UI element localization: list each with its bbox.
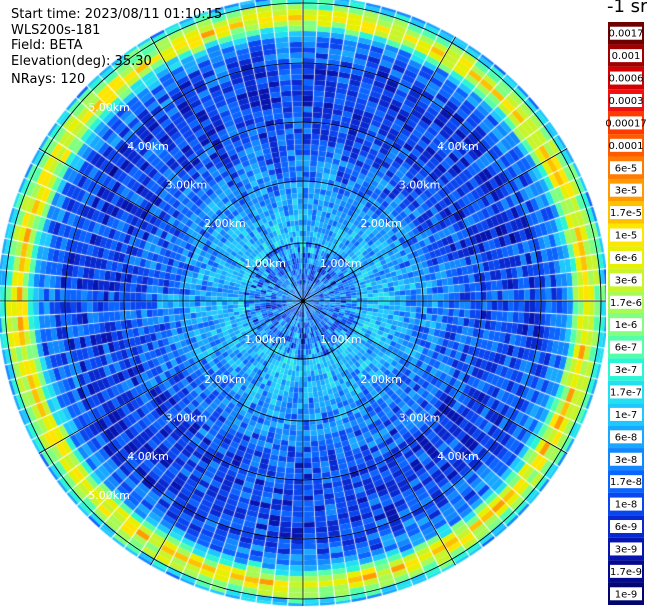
colorbar-label-bg (610, 138, 642, 152)
colorbar-label-bg (610, 587, 642, 601)
ring-label: 2.00km (360, 217, 402, 230)
colorbar-label-bg (610, 49, 642, 63)
colorbar-tick-label: 1.7e-9 (610, 567, 642, 578)
colorbar-label-bg (610, 363, 642, 377)
ring-label: 5.00km (88, 489, 130, 502)
colorbar-label-bg (610, 273, 642, 287)
ring-label: 3.00km (399, 178, 441, 191)
colorbar-label-bg (610, 250, 642, 264)
azimuth-spoke-330 (302, 148, 568, 302)
center-marker (301, 299, 305, 303)
colorbar-tick-label: 3e-7 (615, 365, 638, 376)
colorbar-tick-label: 0.00017 (606, 118, 647, 129)
colorbar-tick-label: 1.7e-7 (610, 387, 642, 398)
colorbar-tick-label: 1e-7 (615, 410, 638, 421)
colorbar-tick-label: 3e-8 (615, 455, 638, 466)
colorbar-tick-label: 1e-6 (615, 320, 638, 331)
colorbar-tick-label: 3e-9 (615, 544, 638, 555)
colorbar-label-bg (610, 475, 642, 489)
instrument-label: WLS200s-181 (11, 23, 101, 38)
colorbar-label-bg (610, 430, 642, 444)
colorbar-tick-label: 1e-8 (615, 500, 638, 511)
range-ring-labels: 1.00km 1.00km 1.00km 1.00km 2.00km 2.00km 2.00… (88, 101, 479, 502)
colorbar-label-bg (610, 520, 642, 534)
colorbar-label-bg (610, 228, 642, 242)
colorbar-tick-label: 3e-5 (615, 186, 638, 197)
colorbar-tick-label: 0.0006 (609, 74, 644, 85)
colorbar-label-bg (610, 161, 642, 175)
colorbar-tick-label: 6e-7 (615, 343, 638, 354)
colorbar-label-bg (610, 26, 642, 40)
ring-label: 1.00km (320, 257, 362, 270)
ring-label: 3.00km (166, 178, 208, 191)
colorbar-label-bg (610, 93, 642, 107)
colorbar-label-bg (610, 340, 642, 354)
colorbar: 0.0017 0.001 0.0006 0.0003 0.00017 0.0001 6e-5… (606, 22, 647, 605)
elevation-label: Elevation(deg): 35.30 (11, 54, 152, 69)
field-label: Field: BETA (11, 38, 83, 53)
colorbar-label-bg (610, 497, 642, 511)
colorbar-unit-label: -1 sr (607, 0, 647, 17)
ring-label: 4.00km (127, 450, 169, 463)
colorbar-label-bg (610, 542, 642, 556)
ring-label: 4.00km (127, 140, 169, 153)
colorbar-label-bg (610, 116, 642, 130)
colorbar-tick-label: 1.7e-8 (610, 477, 642, 488)
ring-label: 5.00km (88, 101, 130, 114)
colorbar-tick-label: 0.0017 (609, 29, 644, 40)
azimuth-spoke-60 (302, 300, 456, 566)
colorbar-tick-label: 0.001 (612, 51, 641, 62)
colorbar-label-bg (610, 407, 642, 421)
ring-label: 3.00km (166, 412, 208, 425)
ring-label: 4.00km (437, 140, 479, 153)
start-time-label: Start time: 2023/08/11 01:10:15 (11, 7, 223, 22)
colorbar-tick-label: 6e-6 (615, 253, 638, 264)
colorbar-label-bg (610, 385, 642, 399)
ring-label: 1.00km (320, 333, 362, 346)
colorbar-label-bg (610, 206, 642, 220)
nrays-label: NRays: 120 (11, 72, 86, 87)
colorbar-label-bg (610, 452, 642, 466)
colorbar-label-bg (610, 564, 642, 578)
colorbar-tick-label: 0.0001 (609, 141, 644, 152)
azimuth-spokes (0, 0, 606, 606)
colorbar-tick-label: 1e-5 (615, 231, 638, 242)
colorbar-label-bg (610, 71, 642, 85)
colorbar-label-bg (610, 295, 642, 309)
ring-label: 2.00km (204, 217, 246, 230)
colorbar-tick-label: 6e-8 (615, 432, 638, 443)
colorbar-label-bg (610, 183, 642, 197)
ring-label: 3.00km (399, 412, 441, 425)
ring-label: 1.00km (244, 257, 286, 270)
colorbar-tick-label: 6e-5 (615, 163, 638, 174)
ring-label: 2.00km (360, 373, 402, 386)
azimuth-spoke-30 (302, 300, 568, 454)
azimuth-spoke-300 (302, 36, 456, 302)
colorbar-tick-label: 0.0003 (609, 96, 644, 107)
colorbar-tick-label: 1.7e-6 (610, 298, 642, 309)
ring-label: 4.00km (437, 450, 479, 463)
colorbar-tick-label: 1e-9 (615, 589, 638, 600)
colorbar-tick-label: 6e-9 (615, 522, 638, 533)
colorbar-label-bg (610, 318, 642, 332)
ppi-overlay: 1.00km 1.00km 1.00km 1.00km 2.00km 2.00km 2.00… (0, 0, 606, 606)
azimuth-spoke-210 (38, 148, 304, 302)
azimuth-spoke-150 (38, 300, 304, 454)
ring-label: 1.00km (244, 333, 286, 346)
ring-label: 2.00km (204, 373, 246, 386)
azimuth-spoke-240 (150, 36, 304, 302)
colorbar-tick-label: 1.7e-5 (610, 208, 642, 219)
colorbar-tick-label: 3e-6 (615, 275, 638, 286)
azimuth-spoke-120 (150, 300, 304, 566)
